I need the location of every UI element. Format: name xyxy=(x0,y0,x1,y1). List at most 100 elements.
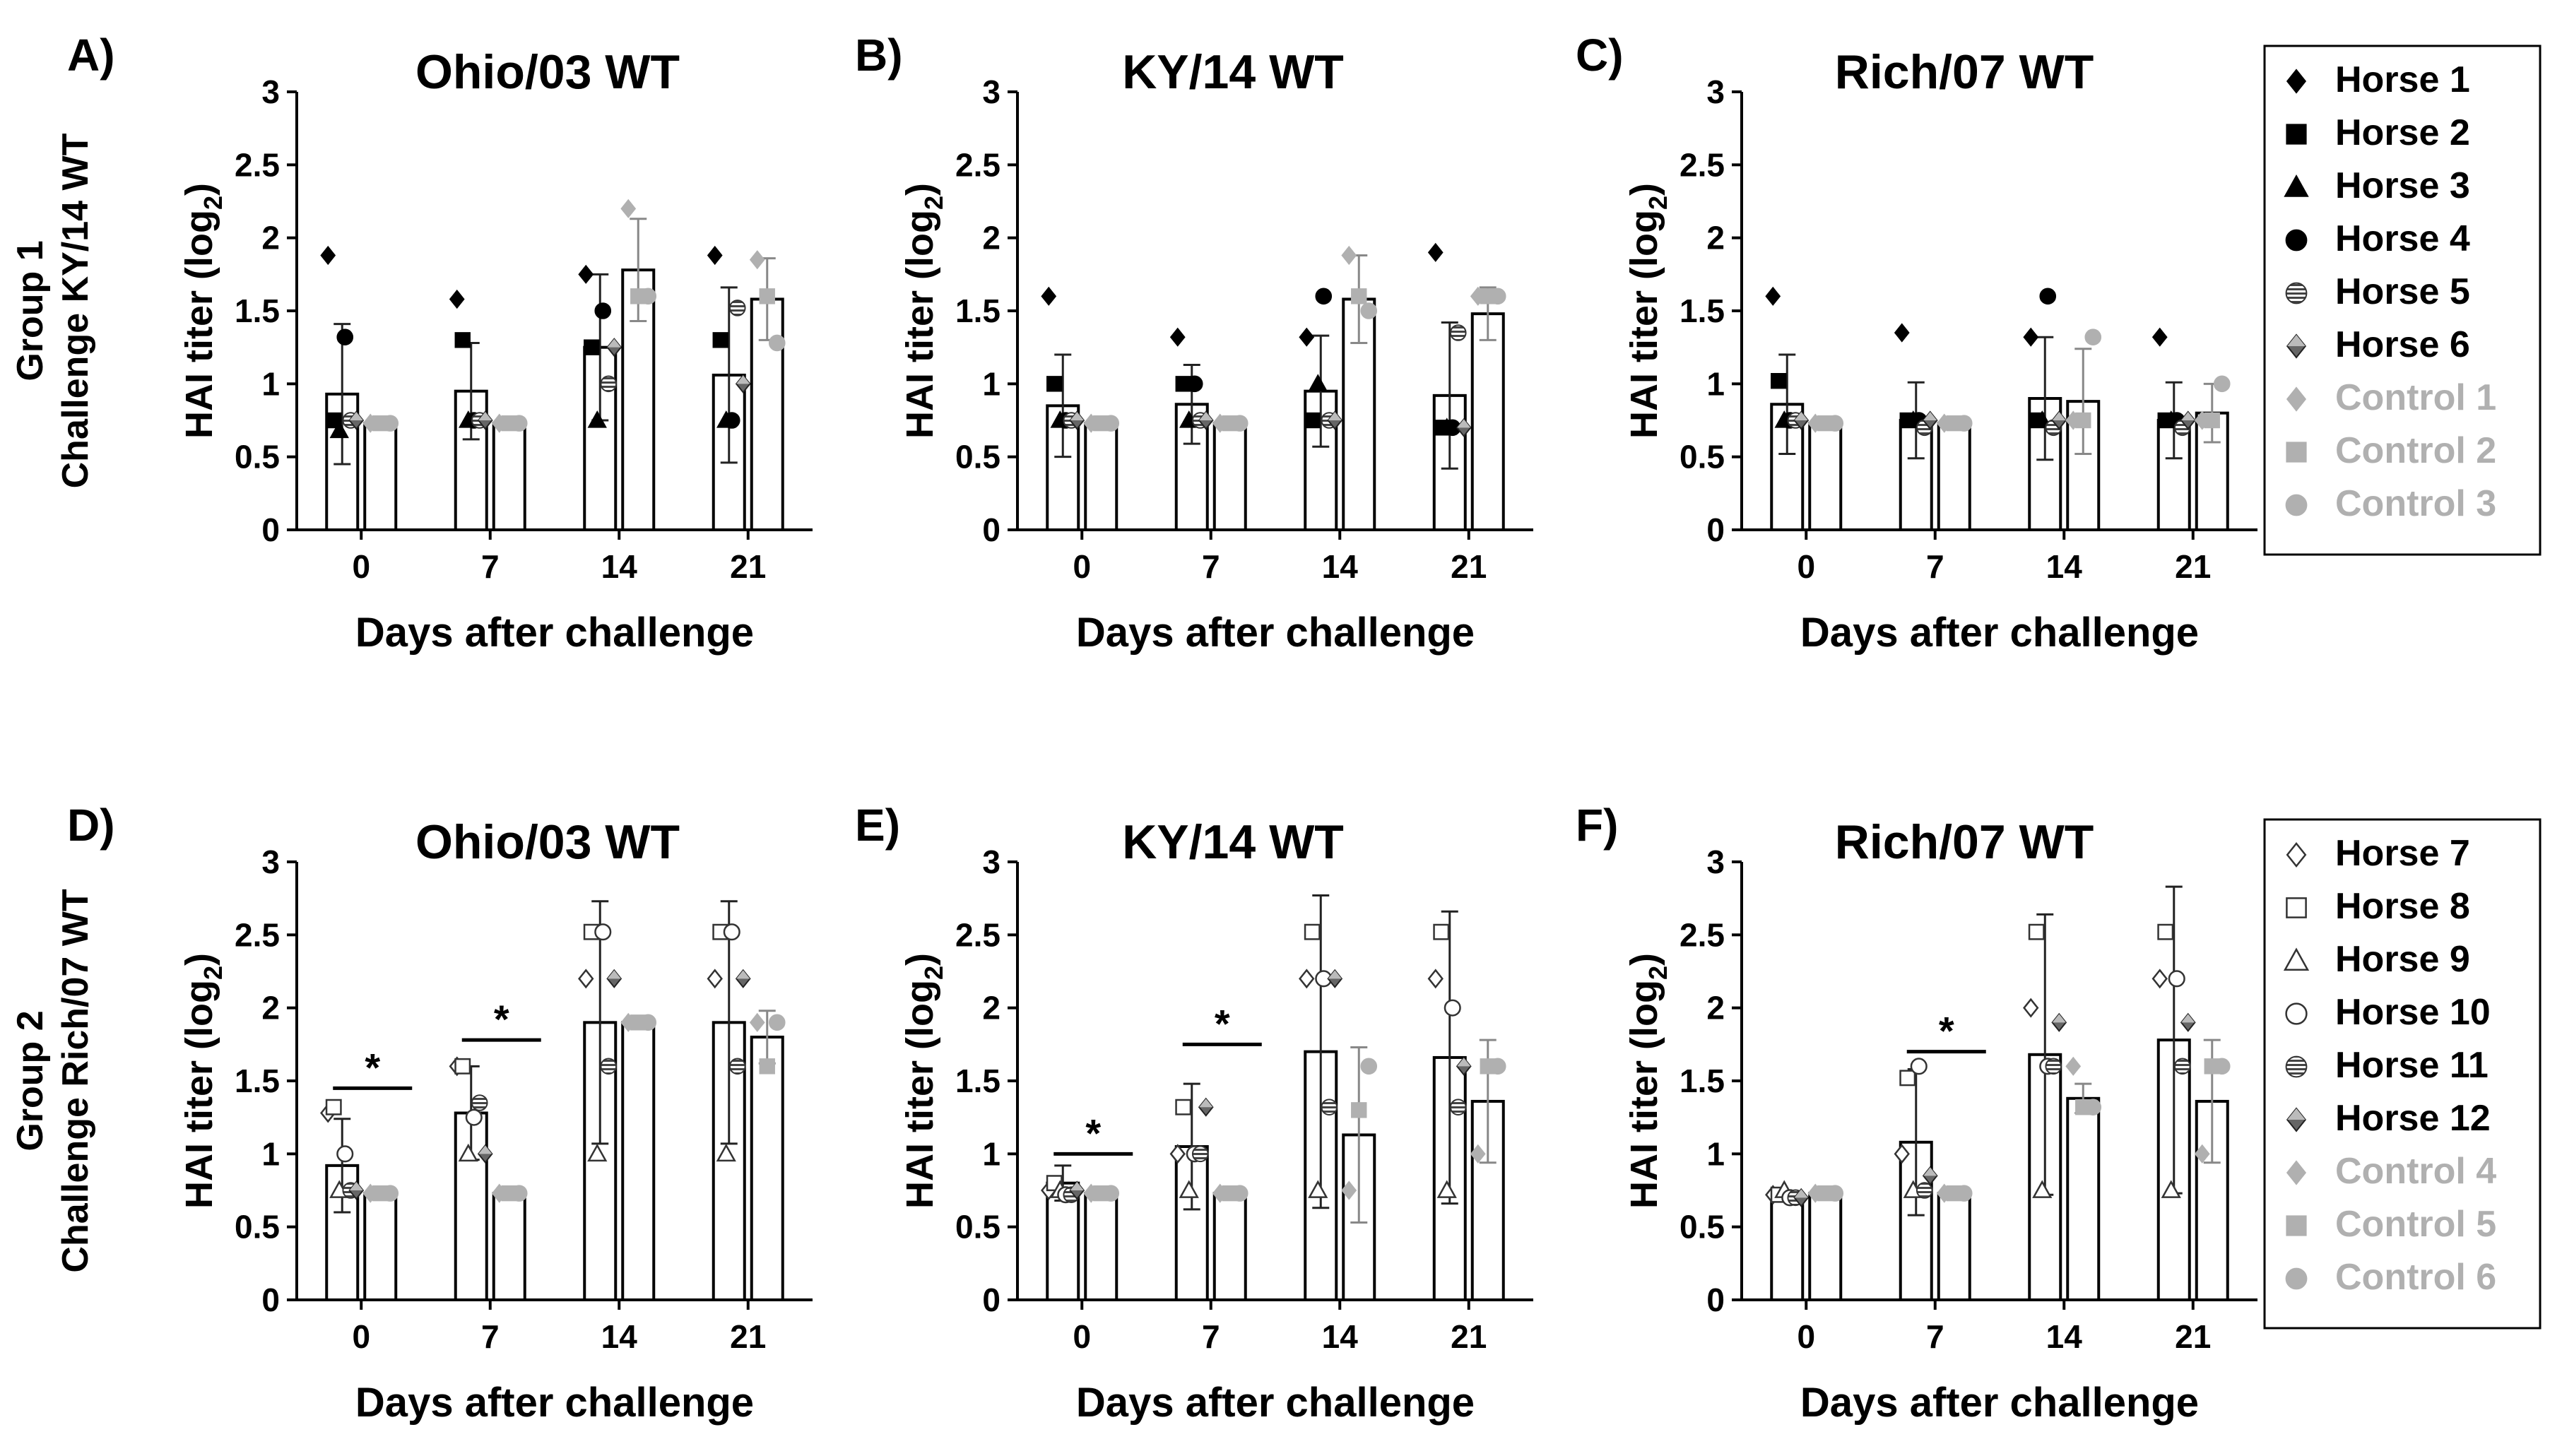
legend-marker xyxy=(2286,69,2307,94)
data-point-half xyxy=(1923,412,1937,420)
legend-marker xyxy=(2283,947,2310,971)
y-tick-label: 2 xyxy=(1706,990,1725,1026)
data-point xyxy=(1910,1058,1928,1075)
bar-control xyxy=(750,1036,784,1301)
y-tick-label: 0.5 xyxy=(235,1209,280,1245)
y-tick-label: 0 xyxy=(1706,1282,1725,1318)
data-point xyxy=(578,264,594,284)
x-axis-label: Days after challenge xyxy=(355,1380,754,1426)
data-point xyxy=(1179,1180,1199,1198)
x-tick-label: 0 xyxy=(352,1318,370,1355)
data-point xyxy=(471,1094,488,1111)
data-point xyxy=(1436,1180,1457,1198)
data-point xyxy=(587,410,607,428)
y-tick-label: 1 xyxy=(982,1135,1000,1172)
control-point xyxy=(1470,1144,1486,1164)
x-axis-label: Days after challenge xyxy=(355,610,754,656)
panel-label: B) xyxy=(855,30,903,81)
data-point xyxy=(2151,969,2168,989)
data-point-half xyxy=(2052,1014,2066,1023)
control-point xyxy=(1360,302,1378,319)
group-label-line2: Challenge Rich/07 WT xyxy=(55,889,96,1272)
legend-label: Horse 5 xyxy=(2335,271,2470,312)
control-point xyxy=(1102,415,1120,432)
y-tick-label: 0.5 xyxy=(955,1209,1000,1245)
bar-control xyxy=(1937,422,1971,532)
chart-title: Ohio/03 WT xyxy=(415,815,680,869)
data-point xyxy=(1894,1144,1910,1164)
data-point-half xyxy=(1328,412,1342,420)
y-tick-label: 1 xyxy=(1706,1135,1725,1172)
x-tick-label: 7 xyxy=(1202,548,1220,585)
legend-marker xyxy=(2286,1160,2307,1185)
data-point xyxy=(454,332,471,348)
legend-label: Horse 1 xyxy=(2335,59,2470,100)
y-label-sub: 2 xyxy=(1643,196,1672,210)
data-point xyxy=(1175,1099,1192,1115)
y-tick-label: 0 xyxy=(1706,511,1725,548)
y-tick-label: 2.5 xyxy=(235,146,280,183)
legend-label: Control 6 xyxy=(2335,1257,2496,1298)
data-point-half xyxy=(478,412,492,420)
y-tick-label: 0 xyxy=(261,511,280,548)
control-point xyxy=(2065,1056,2082,1076)
legend-1: Horse 1 Horse 2 Horse 3 Horse 4 Horse 5 Horse… xyxy=(2263,45,2542,556)
y-label-sub: 2 xyxy=(919,966,948,980)
control-point xyxy=(510,415,528,432)
control-point xyxy=(639,288,657,305)
bar-control xyxy=(1212,422,1247,532)
x-tick-label: 21 xyxy=(730,548,766,585)
data-point xyxy=(1427,969,1444,989)
y-label-end: ) xyxy=(899,953,941,966)
x-tick-label: 14 xyxy=(2046,548,2083,585)
significance-star: * xyxy=(1939,1009,1954,1053)
data-point xyxy=(1169,327,1186,347)
legend-marker xyxy=(2286,841,2307,868)
data-point xyxy=(449,289,465,309)
data-point-half xyxy=(1199,412,1213,420)
y-label-end: ) xyxy=(1623,183,1665,196)
legend-marker xyxy=(2286,442,2307,463)
control-point xyxy=(2084,329,2102,346)
legend-label: Control 4 xyxy=(2335,1151,2496,1192)
x-tick-label: 14 xyxy=(1322,1318,1359,1355)
legend-label: Control 2 xyxy=(2335,430,2496,471)
data-point xyxy=(1186,375,1203,393)
data-point-half xyxy=(2052,412,2066,420)
y-tick-label: 1 xyxy=(982,365,1000,402)
control-point xyxy=(1351,288,1367,304)
y-axis-label: HAI titer (log2) xyxy=(899,953,948,1209)
data-point xyxy=(2023,327,2039,347)
x-tick-label: 7 xyxy=(1202,1318,1220,1355)
y-tick-label: 1.5 xyxy=(955,292,1000,329)
chart-title: KY/14 WT xyxy=(1122,45,1344,99)
significance-star: * xyxy=(494,997,509,1041)
y-tick-label: 0.5 xyxy=(235,439,280,475)
y-tick-label: 2.5 xyxy=(955,916,1000,953)
y-axis-label: HAI titer (log2) xyxy=(1623,183,1672,439)
chart-title: Ohio/03 WT xyxy=(415,45,680,99)
data-point-half xyxy=(1794,1189,1808,1198)
bar-vaccinated xyxy=(1770,1196,1805,1302)
control-point xyxy=(1231,1185,1249,1202)
panel-label: D) xyxy=(67,800,115,851)
legend-box xyxy=(2263,818,2542,1330)
data-point xyxy=(728,1058,746,1075)
x-tick-label: 21 xyxy=(730,1318,766,1355)
y-tick-label: 0.5 xyxy=(1680,1209,1725,1245)
data-point-half xyxy=(1070,412,1084,420)
x-tick-label: 0 xyxy=(352,548,370,585)
control-point xyxy=(1955,415,1973,432)
y-tick-label: 3 xyxy=(982,844,1000,880)
bar-control xyxy=(492,1192,526,1301)
control-point xyxy=(749,250,765,270)
data-point xyxy=(1899,1070,1916,1087)
legend-label: Control 1 xyxy=(2335,377,2496,418)
y-label-sub: 2 xyxy=(1643,966,1672,980)
y-tick-label: 3 xyxy=(261,844,280,880)
y-label-main: HAI titer (log xyxy=(899,210,941,439)
data-point-half xyxy=(1328,970,1342,979)
x-tick-label: 21 xyxy=(2175,548,2211,585)
